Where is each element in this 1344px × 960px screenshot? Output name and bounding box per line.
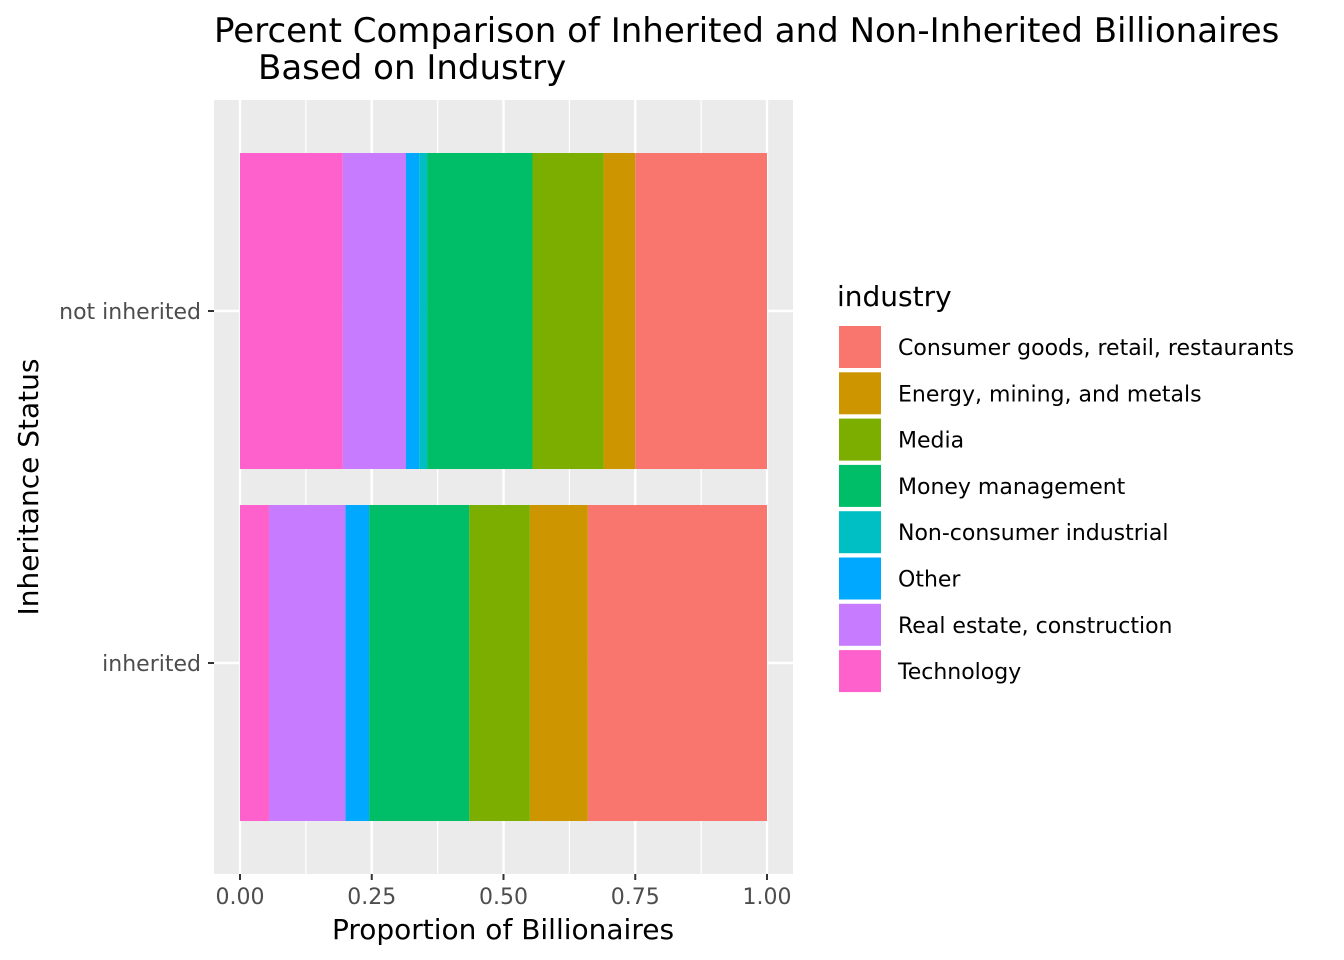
axes: 0.00 0.25 0.50 0.75 1.00 inherited not inherit… — [59, 300, 791, 910]
legend-key — [837, 555, 883, 602]
bar-segment — [532, 153, 604, 469]
chart-title-line2: Based on Industry — [258, 48, 566, 88]
bar-segment — [529, 505, 588, 821]
bar-segment — [635, 153, 767, 469]
legend-key — [837, 416, 883, 463]
x-tick-label: 0.50 — [479, 885, 528, 910]
x-tick-label: 0.75 — [611, 885, 660, 910]
legend-label: Media — [898, 429, 964, 454]
legend-label: Technology — [897, 660, 1021, 685]
bar-segment — [603, 153, 636, 469]
bar-segment — [342, 153, 407, 469]
legend-key — [837, 509, 883, 556]
legend-key — [837, 370, 883, 417]
bar-segment — [469, 505, 530, 821]
bar-segment — [587, 505, 767, 821]
x-tick-label: 0.00 — [216, 885, 265, 910]
legend-key — [837, 324, 883, 370]
legend-label: Money management — [898, 475, 1126, 500]
legend-title: industry — [837, 280, 952, 313]
bar-segment — [345, 505, 370, 821]
legend-label: Consumer goods, retail, restaurants — [898, 336, 1294, 361]
x-axis-title: Proportion of Billionaires — [332, 913, 674, 946]
y-axis-title: Inheritance Status — [12, 359, 45, 616]
legend-label: Energy, mining, and metals — [898, 382, 1202, 407]
x-tick-label: 1.00 — [743, 885, 792, 910]
chart-title-line1: Percent Comparison of Inherited and Non-… — [214, 11, 1279, 51]
bar-segment — [406, 153, 420, 469]
bar-segment — [369, 505, 470, 821]
bar-segment — [268, 505, 346, 821]
bar-segment — [240, 153, 343, 469]
bars — [240, 153, 767, 821]
legend: industry Consumer goods, retail, restaur… — [837, 280, 1294, 695]
legend-label: Real estate, construction — [898, 614, 1172, 639]
legend-key — [837, 462, 883, 509]
bar-segment — [240, 505, 269, 821]
y-tick-label: inherited — [102, 652, 201, 677]
legend-key — [837, 648, 883, 695]
legend-label: Non-consumer industrial — [898, 521, 1169, 546]
bar-segment — [419, 153, 428, 469]
legend-label: Other — [898, 568, 961, 593]
bar-segment — [427, 153, 533, 469]
legend-key — [837, 601, 883, 648]
y-tick-label: not inherited — [59, 300, 201, 325]
x-tick-label: 0.25 — [347, 885, 396, 910]
